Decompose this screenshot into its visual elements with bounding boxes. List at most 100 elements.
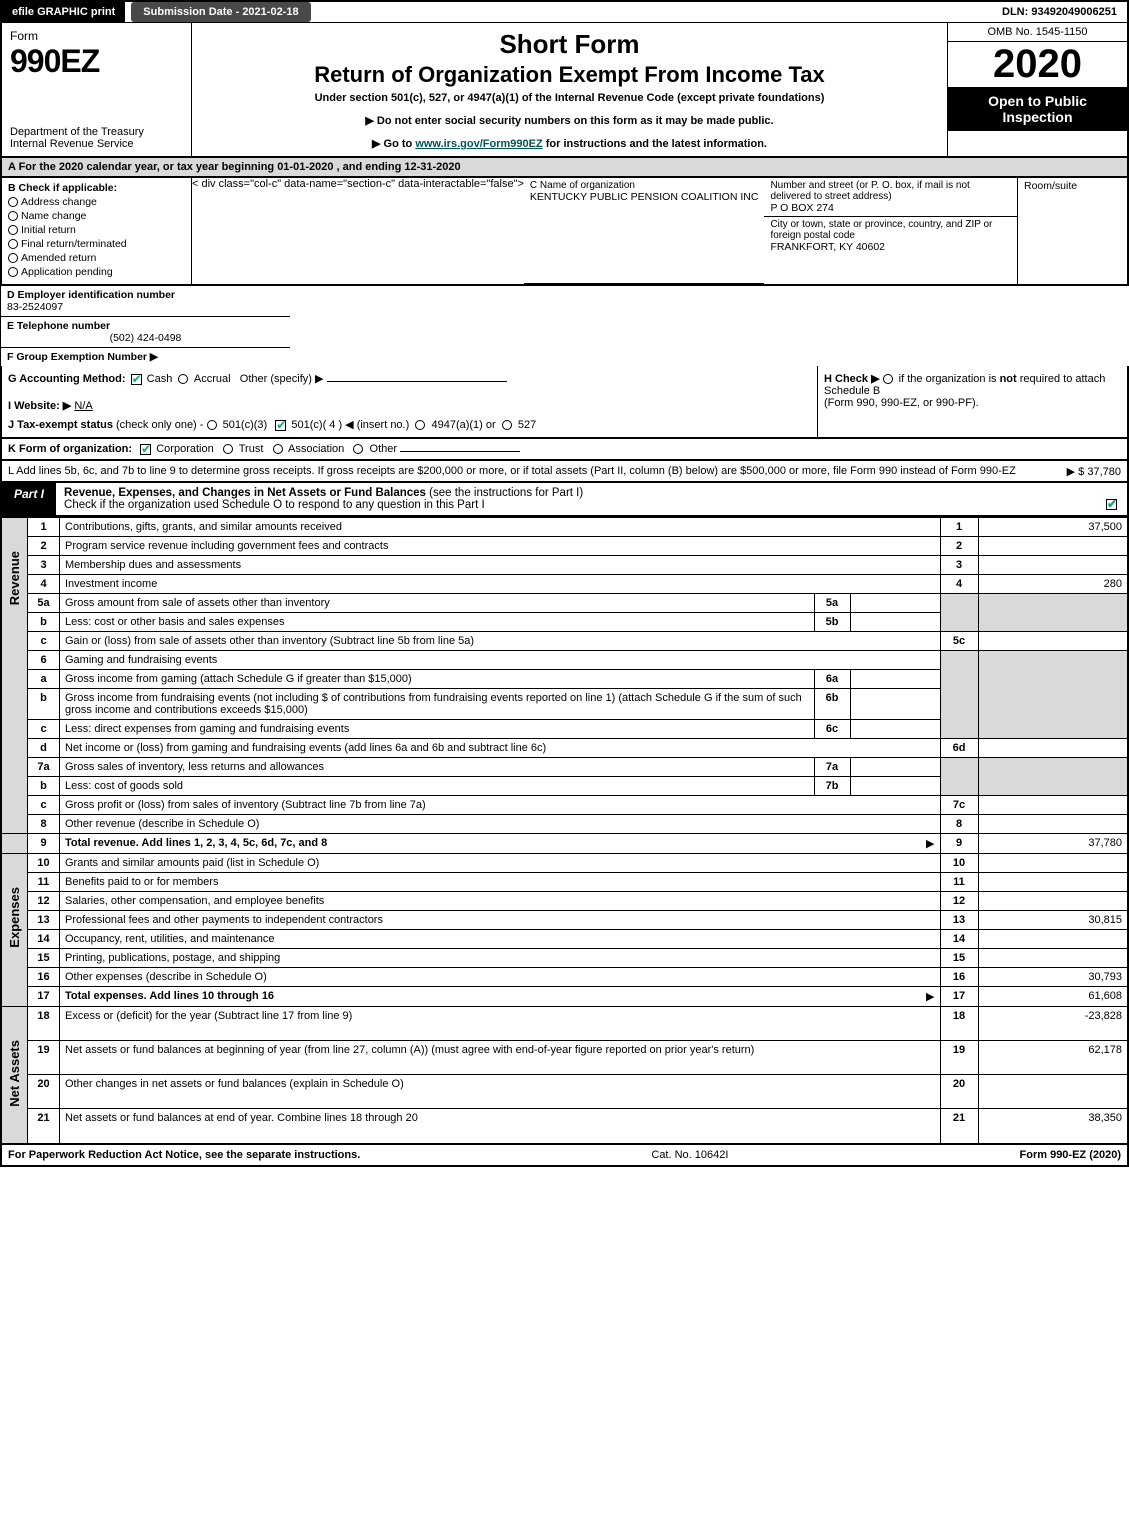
line-desc: Net assets or fund balances at beginning… — [60, 1041, 941, 1075]
chk-address-change[interactable]: Address change — [8, 196, 185, 208]
line-num: 3 — [940, 556, 978, 575]
omb-number: OMB No. 1545-1150 — [948, 23, 1127, 42]
chk-schedule-o[interactable] — [1106, 499, 1117, 510]
h-text1: if the organization is — [899, 373, 1000, 385]
opt-final-return: Final return/terminated — [21, 238, 127, 250]
line-val — [978, 1075, 1128, 1109]
sub-line-val — [850, 670, 940, 689]
circle-icon[interactable] — [223, 444, 233, 454]
revenue-side-end — [1, 834, 28, 854]
line-num: 21 — [940, 1109, 978, 1144]
line-val — [978, 632, 1128, 651]
grey-cell — [978, 594, 1128, 632]
dln-label: DLN: 93492049006251 — [992, 2, 1127, 22]
j-small: (check only one) - — [116, 419, 203, 431]
line-no: b — [28, 777, 60, 796]
line-val: 38,350 — [978, 1109, 1128, 1144]
d-label: D Employer identification number — [7, 289, 175, 301]
line-desc: Contributions, gifts, grants, and simila… — [60, 518, 941, 537]
line-desc: Gross income from fundraising events (no… — [60, 689, 815, 720]
part-i-title: Revenue, Expenses, and Changes in Net As… — [56, 483, 1127, 515]
line-num: 6d — [940, 739, 978, 758]
footer-form-ref: Form 990-EZ (2020) — [1020, 1149, 1121, 1161]
line-val: 30,815 — [978, 911, 1128, 930]
line-desc: Gross sales of inventory, less returns a… — [60, 758, 815, 777]
circle-icon[interactable] — [415, 420, 425, 430]
line-num: 13 — [940, 911, 978, 930]
part-i-header: Part I Revenue, Expenses, and Changes in… — [0, 483, 1129, 517]
opt-amended-return: Amended return — [21, 252, 96, 264]
part-i-title-paren: (see the instructions for Part I) — [429, 487, 583, 499]
chk-cash[interactable] — [131, 374, 142, 385]
line-num: 11 — [940, 873, 978, 892]
k-other-input[interactable] — [400, 451, 520, 452]
sub-line-no: 5a — [814, 594, 850, 613]
chk-corporation[interactable] — [140, 444, 151, 455]
chk-application-pending[interactable]: Application pending — [8, 266, 185, 278]
chk-initial-return[interactable]: Initial return — [8, 224, 185, 236]
line-val — [978, 796, 1128, 815]
chk-name-change[interactable]: Name change — [8, 210, 185, 222]
line-no: 9 — [28, 834, 60, 854]
line-desc: Membership dues and assessments — [60, 556, 941, 575]
line-desc: Total revenue. Add lines 1, 2, 3, 4, 5c,… — [60, 834, 941, 854]
opt-initial-return: Initial return — [21, 224, 76, 236]
line-k: K Form of organization: Corporation Trus… — [0, 439, 1129, 461]
line-no: c — [28, 720, 60, 739]
k-corp: Corporation — [156, 443, 213, 455]
circle-icon — [8, 239, 18, 249]
circle-icon[interactable] — [353, 444, 363, 454]
open-to-public: Open to Public Inspection — [948, 87, 1127, 131]
footer-left: For Paperwork Reduction Act Notice, see … — [8, 1149, 360, 1161]
line-num: 10 — [940, 854, 978, 873]
entity-block: B Check if applicable: Address change Na… — [0, 178, 1129, 286]
line-num: 8 — [940, 815, 978, 834]
line-val — [978, 739, 1128, 758]
line-desc: Less: cost or other basis and sales expe… — [60, 613, 815, 632]
efile-print-button[interactable]: efile GRAPHIC print — [2, 2, 125, 22]
line-num: 9 — [940, 834, 978, 854]
line-no: 2 — [28, 537, 60, 556]
sub-line-no: 6c — [814, 720, 850, 739]
line-desc: Occupancy, rent, utilities, and maintena… — [60, 930, 941, 949]
line-val — [978, 854, 1128, 873]
line-a-tax-year: A For the 2020 calendar year, or tax yea… — [0, 158, 1129, 178]
submission-date-badge: Submission Date - 2021-02-18 — [131, 2, 310, 22]
footer-cat-no: Cat. No. 10642I — [360, 1149, 1019, 1161]
line-no: 13 — [28, 911, 60, 930]
line-no: c — [28, 632, 60, 651]
g-cash: Cash — [147, 373, 173, 385]
sub-line-val — [850, 594, 940, 613]
department-label: Department of the Treasury Internal Reve… — [10, 126, 183, 150]
chk-501c4[interactable] — [275, 420, 286, 431]
line-no: 11 — [28, 873, 60, 892]
line-desc: Salaries, other compensation, and employ… — [60, 892, 941, 911]
circle-icon[interactable] — [178, 374, 188, 384]
g-other-input[interactable] — [327, 381, 507, 382]
notice-2-pre: ▶ Go to — [372, 138, 415, 150]
opt-application-pending: Application pending — [21, 266, 113, 278]
line-num: 1 — [940, 518, 978, 537]
line-num: 19 — [940, 1041, 978, 1075]
circle-icon[interactable] — [502, 420, 512, 430]
circle-icon[interactable] — [883, 374, 893, 384]
grey-cell — [978, 651, 1128, 739]
dept-line1: Department of the Treasury — [10, 126, 183, 138]
chk-amended-return[interactable]: Amended return — [8, 252, 185, 264]
line-num: 7c — [940, 796, 978, 815]
circle-icon[interactable] — [207, 420, 217, 430]
notice-2: ▶ Go to www.irs.gov/Form990EZ for instru… — [202, 137, 937, 150]
i-label: I Website: ▶ — [8, 400, 71, 412]
line-num: 18 — [940, 1007, 978, 1041]
line-num: 12 — [940, 892, 978, 911]
street-row: Number and street (or P. O. box, if mail… — [764, 178, 1017, 217]
sub-line-val — [850, 613, 940, 632]
h-text3: (Form 990, 990-EZ, or 990-PF). — [824, 397, 979, 409]
circle-icon[interactable] — [273, 444, 283, 454]
city-row: City or town, state or province, country… — [764, 217, 1017, 255]
chk-final-return[interactable]: Final return/terminated — [8, 238, 185, 250]
top-bar: efile GRAPHIC print Submission Date - 20… — [0, 0, 1129, 22]
line-no: 3 — [28, 556, 60, 575]
line-desc: Professional fees and other payments to … — [60, 911, 941, 930]
irs-link[interactable]: www.irs.gov/Form990EZ — [415, 138, 542, 150]
